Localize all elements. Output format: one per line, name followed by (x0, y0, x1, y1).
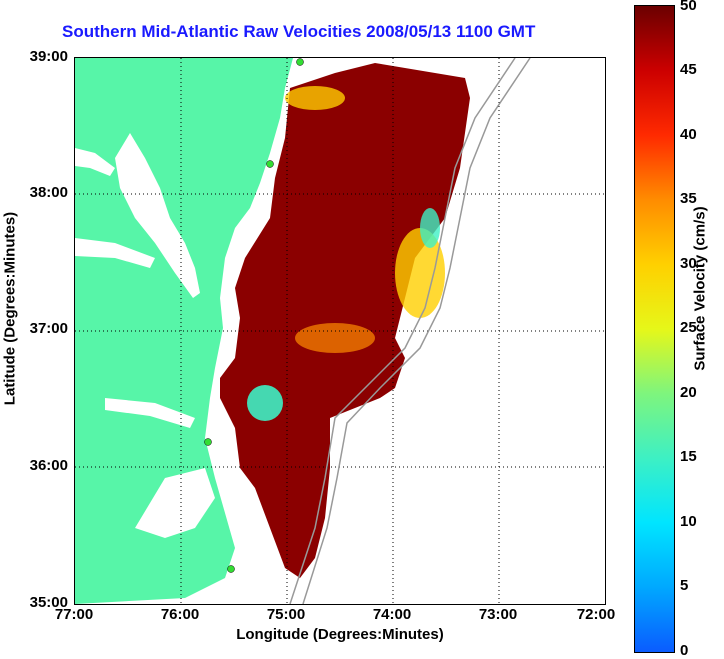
x-tick-75: 75:00 (266, 606, 306, 623)
y-tick-37: 37:00 (29, 320, 68, 337)
x-tick-77: 77:00 (54, 606, 94, 623)
cbar-tick-35: 35 (680, 190, 697, 207)
orange-patch (295, 323, 375, 353)
cbar-tick-25: 25 (680, 319, 697, 336)
velocity-field (220, 63, 470, 578)
river-water (75, 148, 115, 176)
cyan-patch (420, 208, 440, 248)
y-tick-38: 38:00 (29, 184, 68, 201)
cbar-tick-45: 45 (680, 61, 697, 78)
radar-sites (204, 58, 304, 573)
colorbar-title: Surface Velocity (cm/s) (691, 206, 709, 371)
map-svg (75, 58, 605, 604)
y-tick-39: 39:00 (29, 48, 68, 65)
grid (75, 58, 605, 604)
river-water-2 (75, 238, 155, 268)
x-tick-72: 72:00 (576, 606, 616, 623)
sound-water (135, 468, 215, 538)
cbar-tick-15: 15 (680, 448, 697, 465)
x-tick-73: 73:00 (478, 606, 518, 623)
cbar-tick-0: 0 (680, 642, 689, 659)
cbar-tick-20: 20 (680, 384, 697, 401)
cbar-tick-10: 10 (680, 513, 697, 530)
eddy-patch (247, 385, 283, 421)
map-plot-area (74, 57, 606, 605)
cbar-tick-30: 30 (680, 255, 697, 272)
cbar-tick-5: 5 (680, 577, 689, 594)
x-tick-74: 74:00 (372, 606, 412, 623)
bathymetry-contours (289, 58, 531, 604)
y-tick-36: 36:00 (29, 457, 68, 474)
bay-water (115, 133, 200, 298)
cbar-tick-40: 40 (680, 126, 697, 143)
colorbar (634, 5, 675, 653)
yellow-patch-1 (285, 86, 345, 110)
map-title: Southern Mid-Atlantic Raw Velocities 200… (62, 22, 536, 41)
river-water-3 (105, 398, 195, 428)
y-axis-title: Latitude (Degrees:Minutes) (1, 211, 19, 406)
x-tick-76: 76:00 (160, 606, 200, 623)
y-tick-35: 35:00 (29, 594, 68, 611)
x-axis-title: Longitude (Degrees:Minutes) (236, 626, 444, 643)
cbar-tick-50: 50 (680, 0, 697, 14)
yellow-patch-2 (395, 228, 445, 318)
